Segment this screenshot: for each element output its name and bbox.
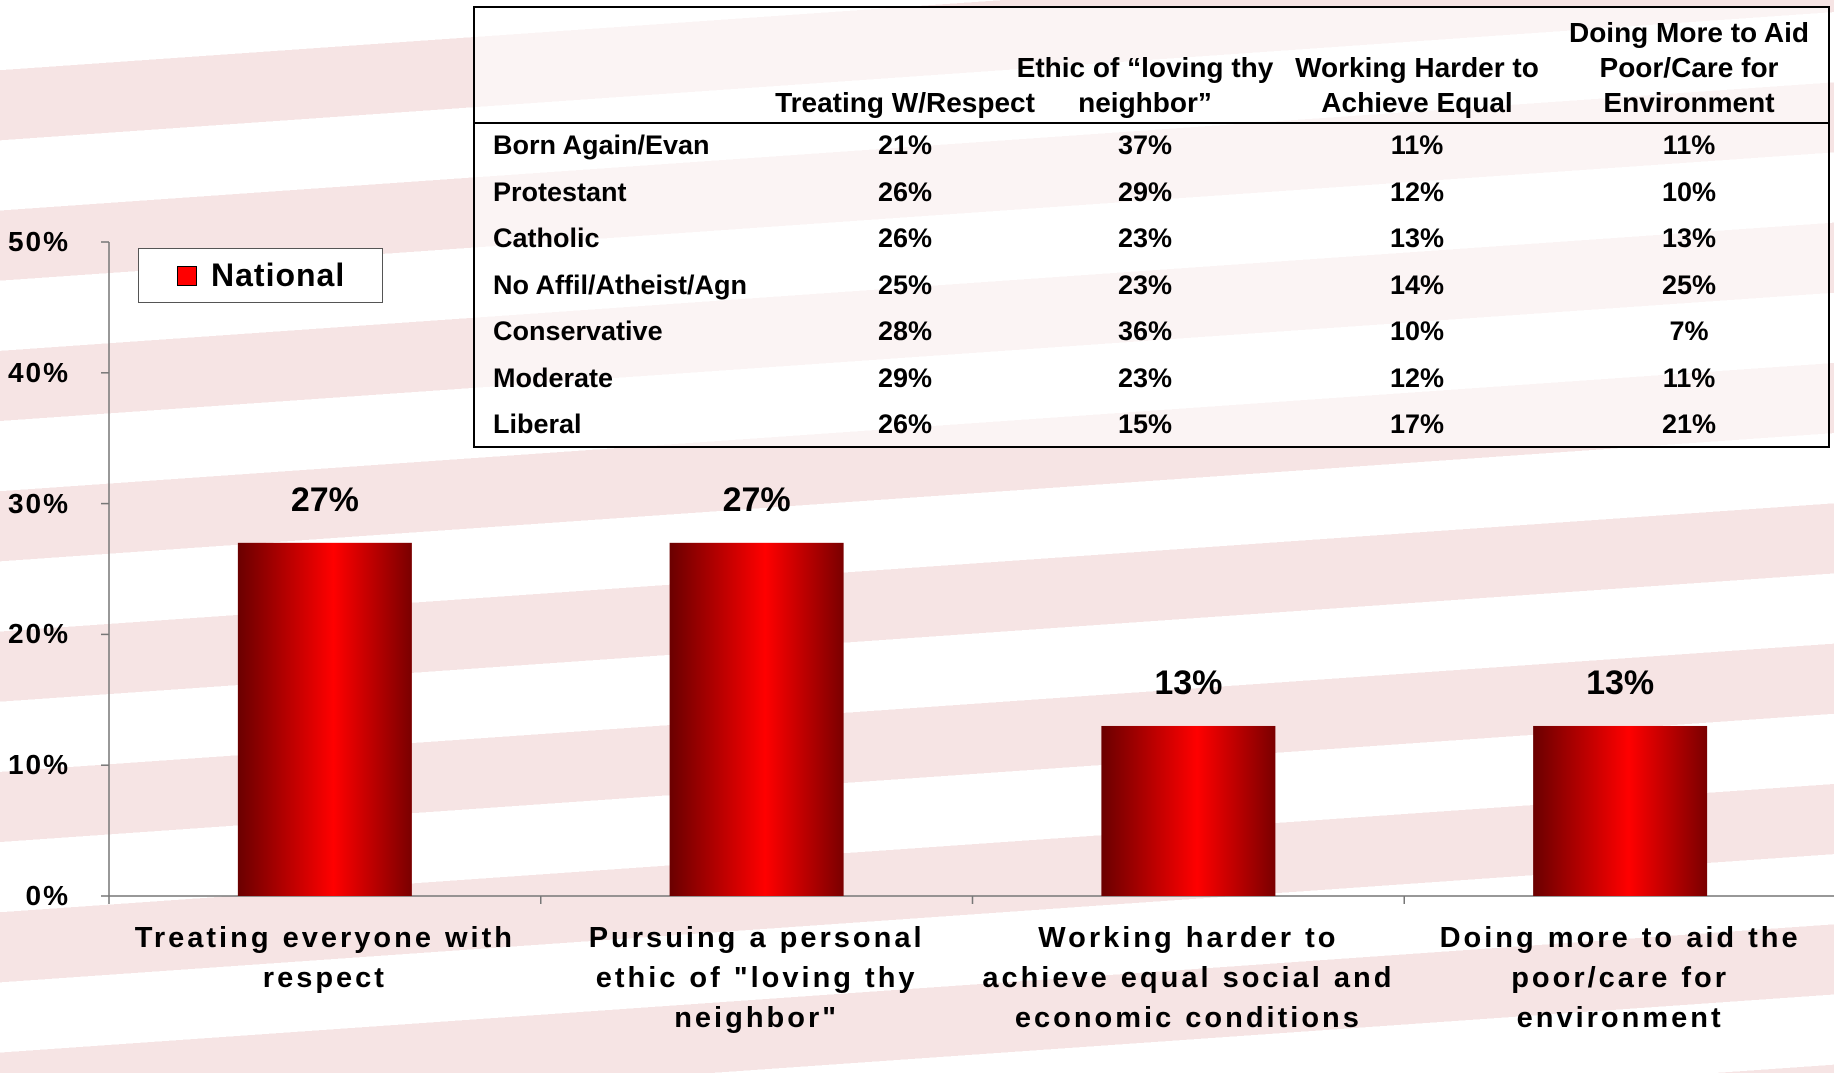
table-cell: 36% <box>1117 316 1173 346</box>
x-tick-label: Doing more to aid the poor/care for envi… <box>1439 922 1801 1034</box>
table-cell: 12% <box>1389 176 1445 207</box>
table-cell: 25% <box>877 269 933 300</box>
table-cell: 21% <box>1661 409 1717 439</box>
y-tick-label: 30% <box>7 487 70 519</box>
column-header: Ethic of “loving thy neighbor” <box>1016 52 1274 118</box>
column-header: Treating W/Respect <box>775 87 1035 118</box>
value-label: 13% <box>1154 663 1223 702</box>
legend-swatch <box>177 266 197 286</box>
value-label: 27% <box>290 480 359 519</box>
column-header: Doing More to Aid Poor/Care for Environm… <box>1568 17 1810 118</box>
table-cell: 29% <box>1117 176 1173 207</box>
row-label: No Affil/Atheist/Agn <box>493 269 747 300</box>
table-cell: 11% <box>1662 362 1716 393</box>
table-cell: 17% <box>1389 409 1445 439</box>
row-label: Catholic <box>493 223 600 253</box>
table-cell: 25% <box>1661 269 1717 300</box>
y-tick-label: 10% <box>7 749 70 781</box>
bar <box>237 542 412 896</box>
header-rule <box>475 122 1828 124</box>
x-tick-label: Pursuing a personal ethic of "loving thy… <box>588 922 925 1034</box>
y-tick-label: 0% <box>25 880 70 911</box>
x-tick-label: Treating everyone with respect <box>134 922 515 994</box>
bar <box>669 542 844 896</box>
value-label: 27% <box>722 480 791 519</box>
table-cell: 23% <box>1117 223 1173 253</box>
row-label: Protestant <box>493 176 627 207</box>
table-cell: 29% <box>877 362 933 393</box>
legend: National <box>138 248 383 303</box>
bar <box>1533 725 1708 896</box>
table-cell: 26% <box>877 176 933 207</box>
row-label: Liberal <box>493 409 582 439</box>
column-header: Working Harder to Achieve Equal <box>1295 52 1539 118</box>
table-cell: 28% <box>877 316 933 346</box>
table-cell: 11% <box>1390 130 1444 160</box>
table-cell: 13% <box>1661 223 1717 253</box>
y-tick-label: 50% <box>7 226 70 257</box>
y-tick-label: 40% <box>7 356 70 388</box>
data-table: Treating W/Respect Ethic of “loving thy n… <box>473 6 1830 448</box>
table-cell: 14% <box>1389 269 1445 300</box>
table-cell: 13% <box>1389 223 1445 253</box>
bar <box>1101 725 1276 896</box>
row-label: Moderate <box>493 362 614 393</box>
table-cell: 7% <box>1669 316 1709 346</box>
table-cell: 26% <box>877 409 933 439</box>
table-cell: 12% <box>1389 362 1445 393</box>
table-cell: 10% <box>1389 316 1445 346</box>
row-label: Conservative <box>493 316 663 346</box>
table-cell: 26% <box>877 223 933 253</box>
table-cell: 23% <box>1117 269 1173 300</box>
table-cell: 37% <box>1117 130 1173 160</box>
x-tick-label: Working harder to achieve equal social a… <box>982 922 1395 1034</box>
row-label: Born Again/Evan <box>493 130 710 160</box>
value-label: 13% <box>1586 663 1655 702</box>
y-tick-label: 20% <box>7 618 70 650</box>
table-cell: 21% <box>877 130 933 160</box>
legend-label: National <box>211 257 346 293</box>
table-cell: 10% <box>1661 176 1717 207</box>
table-cell: 11% <box>1662 130 1716 160</box>
table-cell: 23% <box>1117 362 1173 393</box>
table-cell: 15% <box>1117 409 1173 439</box>
